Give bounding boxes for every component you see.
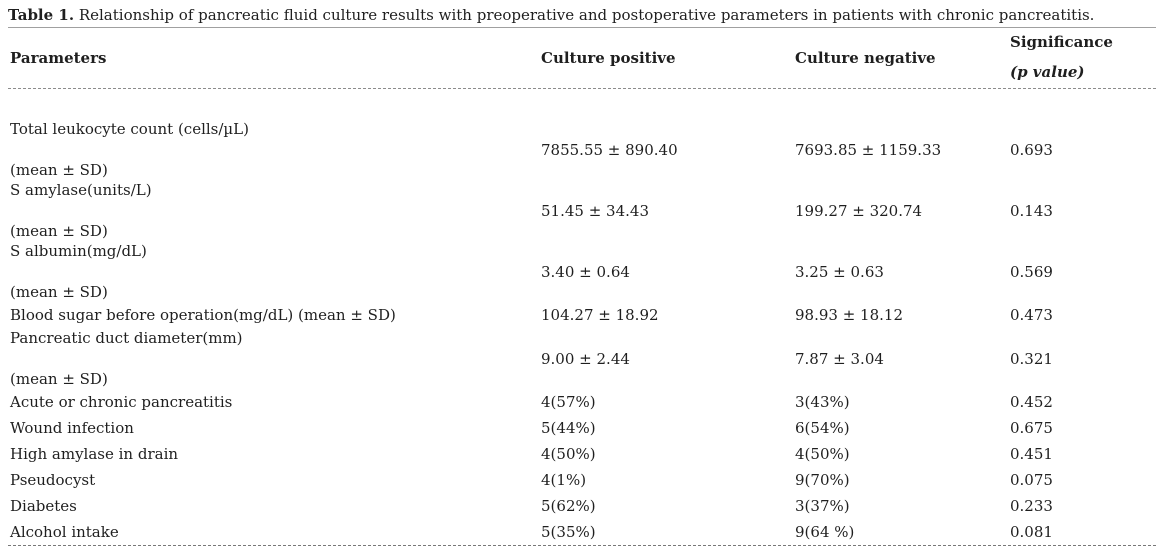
culture-positive-value: 5(62%)	[541, 497, 596, 515]
culture-negative-value: 7693.85 ± 1159.33	[795, 140, 942, 159]
table-caption-text: Relationship of pancreatic fluid culture…	[74, 6, 1095, 24]
parameter-line2: (mean ± SD)	[10, 370, 108, 388]
culture-positive-value: 3.40 ± 0.64	[541, 262, 630, 281]
p-value: 0.233	[1010, 497, 1053, 515]
parameter-cell: Alcohol intake	[10, 523, 119, 541]
culture-positive-value: 104.27 ± 18.92	[541, 306, 659, 324]
p-value: 0.451	[1010, 445, 1053, 463]
table-row-wound-infection: Wound infection 5(44%) 6(54%) 0.675	[8, 415, 1156, 441]
table-row-blood-sugar: Blood sugar before operation(mg/dL) (mea…	[8, 302, 1156, 328]
p-value: 0.075	[1010, 471, 1053, 489]
culture-positive-value: 9.00 ± 2.44	[541, 349, 630, 368]
table-row-s-albumin: S albumin(mg/dL) (mean ± SD) 3.40 ± 0.64…	[8, 241, 1156, 302]
p-value: 0.569	[1010, 262, 1053, 281]
header-significance: Significance (p value)	[1010, 28, 1156, 88]
table-row-pseudocyst: Pseudocyst 4(1%) 9(70%) 0.075	[8, 467, 1156, 493]
parameter-cell: Pancreatic duct diameter(mm) (mean ± SD)	[8, 328, 541, 389]
p-value: 0.452	[1010, 393, 1053, 411]
culture-positive-value: 4(1%)	[541, 471, 587, 489]
parameter-line1: S amylase(units/L)	[10, 181, 152, 199]
culture-negative-value: 3(37%)	[795, 497, 850, 515]
culture-negative-value: 9(64 %)	[795, 523, 855, 541]
parameter-line2: (mean ± SD)	[10, 222, 108, 240]
culture-positive-value: 4(57%)	[541, 393, 596, 411]
parameter-cell: Pseudocyst	[10, 471, 96, 489]
p-value: 0.081	[1010, 523, 1053, 541]
culture-negative-value: 6(54%)	[795, 419, 850, 437]
parameter-cell: S albumin(mg/dL) (mean ± SD)	[8, 241, 541, 302]
p-value: 0.143	[1010, 201, 1053, 220]
table-caption: Table 1. Relationship of pancreatic flui…	[8, 0, 1156, 28]
header-parameters: Parameters	[10, 49, 107, 67]
parameter-cell: Wound infection	[10, 419, 134, 437]
table-row-diabetes: Diabetes 5(62%) 3(37%) 0.233	[8, 493, 1156, 519]
table-header-row: Parameters Culture positive Culture nega…	[8, 28, 1156, 89]
table-row-high-amylase-drain: High amylase in drain 4(50%) 4(50%) 0.45…	[8, 441, 1156, 467]
parameter-line1: Pancreatic duct diameter(mm)	[10, 329, 243, 347]
parameter-line1: S albumin(mg/dL)	[10, 242, 147, 260]
p-value: 0.693	[1010, 140, 1053, 159]
table1-sheet: Table 1. Relationship of pancreatic flui…	[8, 0, 1156, 546]
p-value: 0.321	[1010, 349, 1053, 368]
culture-negative-value: 9(70%)	[795, 471, 850, 489]
p-value: 0.675	[1010, 419, 1053, 437]
header-culture-positive: Culture positive	[541, 49, 676, 67]
table-row-duct-diameter: Pancreatic duct diameter(mm) (mean ± SD)…	[8, 328, 1156, 389]
table-body: Total leukocyte count (cells/µL) (mean ±…	[8, 89, 1156, 546]
culture-positive-value: 5(44%)	[541, 419, 596, 437]
header-significance-pvalue: (p value)	[1010, 63, 1085, 81]
parameter-line1: Total leukocyte count (cells/µL)	[10, 120, 249, 138]
table-row-alcohol-intake: Alcohol intake 5(35%) 9(64 %) 0.081	[8, 519, 1156, 545]
parameter-cell: Acute or chronic pancreatitis	[10, 393, 233, 411]
table-row-leukocyte-count: Total leukocyte count (cells/µL) (mean ±…	[8, 119, 1156, 180]
culture-positive-value: 7855.55 ± 890.40	[541, 140, 678, 159]
culture-negative-value: 3(43%)	[795, 393, 850, 411]
culture-negative-value: 98.93 ± 18.12	[795, 306, 903, 324]
culture-positive-value: 5(35%)	[541, 523, 596, 541]
parameter-line2: (mean ± SD)	[10, 283, 108, 301]
table-row-s-amylase: S amylase(units/L) (mean ± SD) 51.45 ± 3…	[8, 180, 1156, 241]
header-culture-negative: Culture negative	[795, 49, 936, 67]
parameter-line2: (mean ± SD)	[10, 161, 108, 179]
parameter-cell: Blood sugar before operation(mg/dL) (mea…	[10, 306, 396, 324]
culture-negative-value: 4(50%)	[795, 445, 850, 463]
culture-negative-value: 199.27 ± 320.74	[795, 201, 923, 220]
culture-positive-value: 51.45 ± 34.43	[541, 201, 649, 220]
p-value: 0.473	[1010, 306, 1053, 324]
parameter-cell: Total leukocyte count (cells/µL) (mean ±…	[8, 119, 541, 180]
header-significance-line1: Significance	[1010, 33, 1113, 51]
parameter-cell: Diabetes	[10, 497, 77, 515]
culture-positive-value: 4(50%)	[541, 445, 596, 463]
parameter-cell: S amylase(units/L) (mean ± SD)	[8, 180, 541, 241]
parameter-cell: High amylase in drain	[10, 445, 179, 463]
table-row-pancreatitis: Acute or chronic pancreatitis 4(57%) 3(4…	[8, 389, 1156, 415]
culture-negative-value: 7.87 ± 3.04	[795, 349, 884, 368]
culture-negative-value: 3.25 ± 0.63	[795, 262, 884, 281]
table-caption-label: Table 1.	[8, 6, 75, 24]
